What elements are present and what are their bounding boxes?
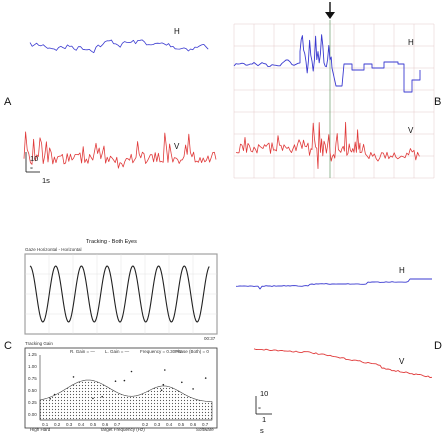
gain-x-tick: 0.6 bbox=[102, 422, 109, 427]
gain-data-point bbox=[192, 388, 194, 390]
gain-data-point bbox=[72, 376, 75, 378]
panel-d-h-line bbox=[235, 278, 432, 290]
gain-x-tick: 0.7 bbox=[114, 422, 121, 427]
gain-x-tick: 0.4 bbox=[78, 422, 85, 427]
gain-x-tick: 0.3 bbox=[154, 422, 161, 427]
panel-b-label: B bbox=[434, 96, 441, 108]
gain-data-point bbox=[101, 395, 103, 398]
panel-b-h-line bbox=[233, 34, 421, 93]
gain-y-tick: 0.00 bbox=[28, 412, 37, 417]
panel-d-v-label: V bbox=[399, 357, 405, 366]
gain-x-tick: 0.6 bbox=[190, 422, 197, 427]
panel-a-label: A bbox=[4, 96, 12, 108]
panel-d-scale-time-unit: s bbox=[260, 426, 264, 435]
panel-d: D H V 10 ° 1 s bbox=[235, 266, 442, 435]
gain-y-tick: 0.50 bbox=[28, 388, 37, 393]
panel-b-grid bbox=[233, 20, 435, 179]
panel-a-scale-deg: 10 bbox=[30, 154, 38, 163]
gain-legend: R. Gain = — L. Gain = — Frequency = 0.30 H… bbox=[70, 349, 209, 354]
panel-d-scale-deg-unit: ° bbox=[258, 405, 261, 414]
gain-legend-entry: Phase (Both) = 0 bbox=[175, 349, 209, 354]
gain-data-point bbox=[181, 381, 183, 384]
gain-chart bbox=[39, 355, 213, 421]
panel-a-scale-time: 1s bbox=[42, 176, 50, 185]
gain-data-point bbox=[204, 377, 207, 379]
panel-a-v-label: V bbox=[174, 142, 180, 151]
gain-data-point bbox=[130, 370, 133, 373]
panel-a-vertical-trace bbox=[23, 131, 217, 169]
gain-x-tick: 0.1 bbox=[42, 422, 49, 427]
panel-d-v-line bbox=[253, 348, 433, 378]
gain-corner-left: High Hard bbox=[30, 427, 51, 432]
panel-c-label: C bbox=[4, 340, 12, 352]
gain-x-tick: 0.2 bbox=[54, 422, 61, 427]
panel-b-v-label: V bbox=[408, 126, 414, 135]
panel-a: A H V 10 ° 1s bbox=[4, 27, 217, 185]
panel-b-h-label: H bbox=[408, 38, 414, 47]
gain-y-tick: 0.25 bbox=[28, 400, 37, 405]
gain-data-point bbox=[49, 398, 51, 400]
tracking-title: Tracking - Both Eyes bbox=[86, 239, 137, 245]
gain-x-tick: 0.4 bbox=[166, 422, 173, 427]
panel-a-horizontal-trace bbox=[29, 39, 209, 54]
gain-x-axis-label: Target Frequency (Hz) bbox=[100, 427, 145, 432]
gain-data-point bbox=[53, 393, 56, 396]
panel-b-horizontal-trace bbox=[233, 34, 421, 93]
gain-y-tick: 0.75 bbox=[28, 376, 37, 381]
panel-a-scale-deg-unit: ° bbox=[30, 165, 33, 174]
panel-d-scale-deg: 10 bbox=[260, 389, 268, 398]
gain-legend-entry: L. Gain = — bbox=[105, 349, 130, 354]
gain-data-point bbox=[123, 379, 126, 382]
gain-corner-right: Software bbox=[196, 427, 214, 432]
gain-legend-entry: R. Gain = — bbox=[70, 349, 95, 354]
tracking-sine-line bbox=[29, 265, 210, 323]
gain-x-tick: 0.5 bbox=[178, 422, 185, 427]
panel-a-v-line bbox=[23, 131, 217, 169]
gain-data-point bbox=[92, 397, 94, 400]
gain-x-tick: 0.3 bbox=[66, 422, 73, 427]
gain-data-point bbox=[160, 389, 163, 392]
gain-legend-entry: Frequency = 0.30 Hz bbox=[140, 349, 183, 354]
gain-y-tick: 1.25 bbox=[28, 352, 37, 357]
gain-data-point bbox=[164, 369, 166, 371]
tracking-corner-label: 00:37 bbox=[204, 336, 216, 341]
gain-data-point bbox=[114, 380, 117, 383]
gain-axis-label: Tracking Gain bbox=[25, 341, 53, 346]
tracking-sine-trace bbox=[29, 265, 210, 323]
gain-x-tick: 0.7 bbox=[202, 422, 209, 427]
gain-y-tick-labels: 1.25 1.00 0.75 0.50 0.25 0.00 bbox=[28, 352, 37, 417]
gain-x-tick: 0.2 bbox=[142, 422, 149, 427]
gain-x-tick: 0.5 bbox=[90, 422, 97, 427]
panel-a-h-line bbox=[29, 39, 209, 54]
gain-data-point bbox=[162, 383, 165, 386]
panel-c: Tracking - Both Eyes Gaze Horizontal - H… bbox=[4, 239, 218, 432]
panel-d-vertical-trace bbox=[253, 348, 433, 378]
panel-b-v-line bbox=[235, 121, 420, 170]
tracking-axis-label: Gaze Horizontal - Horizontal bbox=[25, 247, 82, 252]
panel-a-h-label: H bbox=[174, 27, 180, 36]
panel-d-label: D bbox=[434, 340, 442, 352]
panel-d-h-label: H bbox=[399, 266, 405, 275]
gain-x-tick-labels: 0.1 0.2 0.3 0.4 0.5 0.6 0.7 0.2 0.3 0.4 0.5 0.6 0.7 bbox=[42, 422, 209, 427]
panel-b-arrow bbox=[325, 2, 335, 19]
panel-b: B H V bbox=[233, 2, 441, 179]
panel-d-horizontal-trace bbox=[235, 278, 432, 290]
panel-b-vertical-trace bbox=[235, 121, 420, 170]
panel-d-scale-time: 1 bbox=[262, 415, 266, 424]
gain-y-tick: 1.00 bbox=[28, 364, 37, 369]
gain-area bbox=[39, 379, 213, 421]
